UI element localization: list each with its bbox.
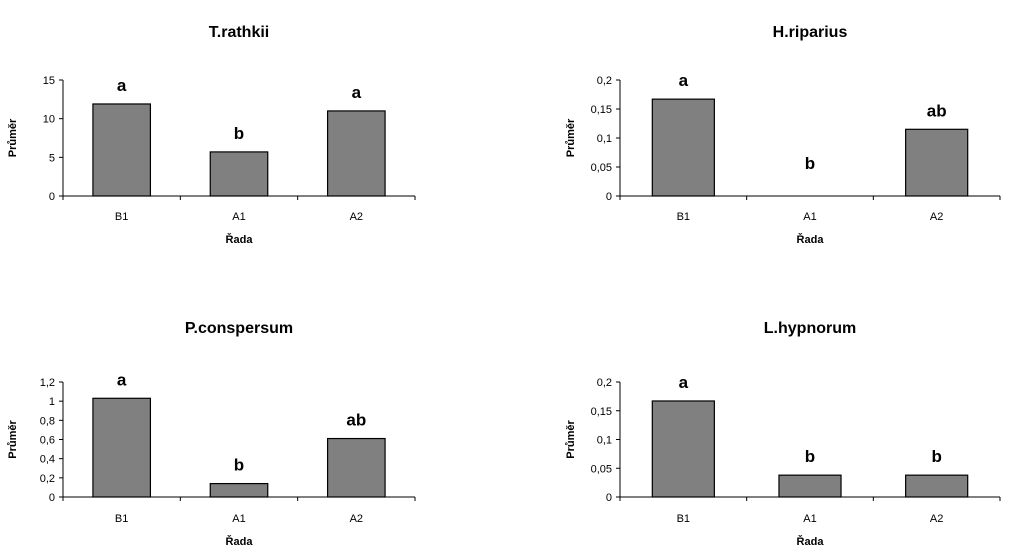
y-tick-label: 0,05	[591, 463, 612, 475]
chart-title: T.rathkii	[209, 24, 269, 41]
x-tick-label: B1	[115, 513, 128, 525]
x-axis-label: Řada	[226, 233, 254, 246]
x-tick-label: A2	[930, 211, 943, 223]
y-axis-label: Průměr	[565, 420, 577, 459]
bar-label: b	[805, 154, 815, 173]
bar-label: a	[679, 373, 689, 392]
bar-B1	[92, 397, 152, 498]
bar-B1	[92, 103, 152, 197]
bar-A2	[326, 437, 386, 498]
bar-A2	[326, 110, 386, 197]
bar-label: ab	[927, 101, 947, 120]
x-tick-label: A2	[930, 513, 943, 525]
bar-label: a	[117, 370, 127, 389]
chart-panel-4: L.hypnorum Průměr Řada 0 0,05 0,1 0,15 0,2 a B1 b A…	[565, 320, 1001, 548]
bar-label: b	[805, 447, 815, 466]
y-tick-label: 1,2	[40, 377, 55, 389]
bar-label: a	[117, 76, 127, 95]
bar-label: a	[352, 83, 362, 102]
x-tick-label: A1	[803, 211, 816, 223]
chart-panel-2: H.riparius Průměr Řada 0 0,05 0,1 0,15 0,2 a B1 b A…	[565, 24, 1001, 246]
x-tick-label: B1	[677, 211, 690, 223]
x-axis-label: Řada	[226, 535, 254, 548]
bar-B1	[651, 98, 715, 197]
bar-A1	[209, 151, 269, 197]
bar-label: b	[234, 456, 244, 475]
chart-title: P.conspersum	[185, 320, 293, 337]
y-tick-label: 0	[49, 492, 55, 504]
chart-title: H.riparius	[773, 24, 848, 41]
x-tick-label: A1	[232, 211, 245, 223]
bar-label: b	[234, 124, 244, 143]
y-tick-label: 0,15	[591, 406, 612, 418]
y-tick-label: 0,1	[597, 435, 612, 447]
y-tick-label: 15	[43, 75, 55, 87]
y-tick-label: 5	[49, 152, 55, 164]
x-axis-label: Řada	[797, 535, 825, 548]
y-tick-label: 0,8	[40, 415, 55, 427]
y-tick-label: 0	[606, 191, 612, 203]
x-tick-label: A2	[350, 513, 363, 525]
y-tick-label: 10	[43, 114, 55, 126]
bar-A2	[905, 128, 969, 197]
bar-A1	[778, 474, 842, 498]
bar-A1	[209, 482, 269, 498]
y-tick-label: 0,6	[40, 435, 55, 447]
y-tick-label: 0,05	[591, 162, 612, 174]
bar-B1	[651, 400, 715, 498]
y-axis-label: Průměr	[7, 420, 19, 459]
x-tick-label: A1	[232, 513, 245, 525]
y-tick-label: 1	[49, 396, 55, 408]
y-tick-label: 0,2	[40, 473, 55, 485]
bar-A2	[905, 474, 969, 498]
chart-panel-3: P.conspersum Průměr Řada 0 0,2 0,4 0,6 0,8 1 1,2 a…	[7, 320, 416, 548]
x-tick-label: B1	[677, 513, 690, 525]
y-tick-label: 0,15	[591, 104, 612, 116]
chart-panel-1: T.rathkii Průměr Řada 0 5 10 15 a B1 b A1 a A2	[7, 24, 416, 246]
y-tick-label: 0,4	[40, 454, 55, 466]
x-axis-label: Řada	[797, 233, 825, 246]
y-tick-label: 0,2	[597, 377, 612, 389]
chart-title: L.hypnorum	[764, 320, 856, 337]
y-axis-label: Průměr	[565, 118, 577, 157]
y-tick-label: 0	[606, 492, 612, 504]
bar-label: a	[679, 71, 689, 90]
x-tick-label: A1	[803, 513, 816, 525]
y-axis-label: Průměr	[7, 118, 19, 157]
x-tick-label: B1	[115, 211, 128, 223]
y-tick-label: 0,1	[597, 133, 612, 145]
y-tick-label: 0,2	[597, 75, 612, 87]
bar-label: b	[931, 447, 941, 466]
y-tick-label: 0	[49, 191, 55, 203]
bar-label: ab	[346, 411, 366, 430]
x-tick-label: A2	[350, 211, 363, 223]
